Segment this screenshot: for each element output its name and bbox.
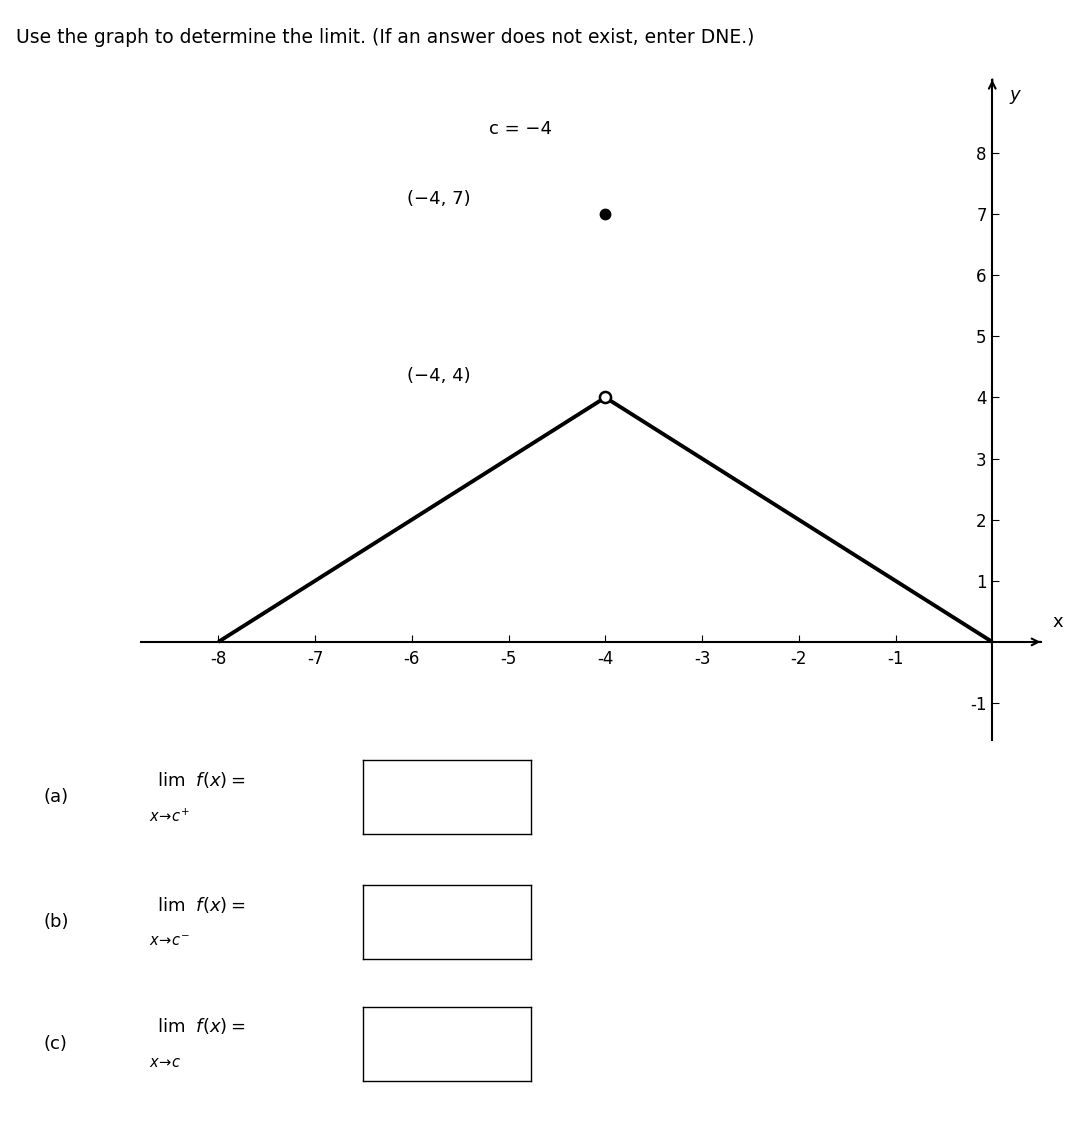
Text: (a): (a) [43,787,68,806]
Text: $x\!\to\!c$: $x\!\to\!c$ [149,1055,181,1071]
Text: $\lim$  $f(x) =$: $\lim$ $f(x) =$ [157,769,246,790]
Text: (−4, 4): (−4, 4) [406,368,470,385]
Text: $x\!\to\!c^{-}$: $x\!\to\!c^{-}$ [149,933,189,949]
Text: (−4, 7): (−4, 7) [406,190,470,208]
Text: $x\!\to\!c^{+}$: $x\!\to\!c^{+}$ [149,807,189,825]
Text: Use the graph to determine the limit. (If an answer does not exist, enter DNE.): Use the graph to determine the limit. (I… [16,28,754,48]
Text: x: x [1053,613,1063,630]
Text: (c): (c) [43,1034,67,1053]
Text: (b): (b) [43,913,69,931]
Text: y: y [1009,85,1020,104]
Text: $\lim$  $f(x) =$: $\lim$ $f(x) =$ [157,894,246,915]
Text: $\lim$  $f(x) =$: $\lim$ $f(x) =$ [157,1016,246,1037]
Text: c = −4: c = −4 [489,119,552,138]
